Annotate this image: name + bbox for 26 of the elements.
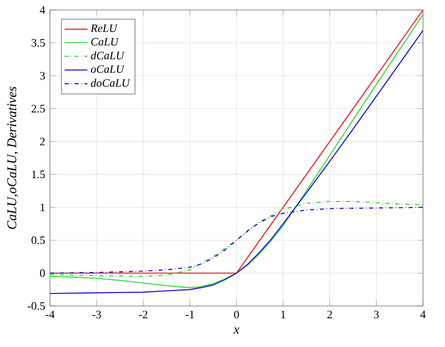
x-tick-label: -4 (46, 310, 55, 318)
x-tick-label: -3 (92, 310, 101, 318)
x-tick-label: -1 (186, 310, 194, 318)
legend-label: doCaLU (90, 78, 130, 87)
y-tick-label: 2 (40, 138, 45, 146)
y-tick-label: 0 (40, 269, 45, 277)
x-axis-title: x (233, 328, 240, 334)
x-tick-label: 1 (281, 310, 286, 318)
x-tick-label: -2 (138, 310, 148, 318)
legend-label: CaLU (91, 38, 119, 46)
x-tick-label: 0 (234, 310, 239, 318)
y-tick-label: -0.5 (28, 302, 45, 310)
y-tick-label: 1.5 (32, 170, 45, 178)
legend-label: ReLU (90, 24, 118, 32)
y-tick-label: 4 (40, 6, 46, 14)
x-tick-label: 4 (420, 310, 426, 318)
legend-label: oCaLU (90, 65, 125, 73)
y-tick-label: 1 (40, 204, 45, 212)
y-axis-title: CaLU,oCaLU, Derivatives (7, 86, 18, 229)
y-tick-label: 0.5 (32, 236, 45, 244)
x-tick-label: 2 (327, 310, 332, 318)
y-tick-label: 3 (40, 72, 45, 80)
y-tick-label: 3.5 (32, 39, 45, 47)
y-tick-label: 2.5 (32, 104, 45, 113)
x-tick-label: 3 (374, 310, 379, 318)
legend-label: dCaLU (90, 51, 125, 60)
